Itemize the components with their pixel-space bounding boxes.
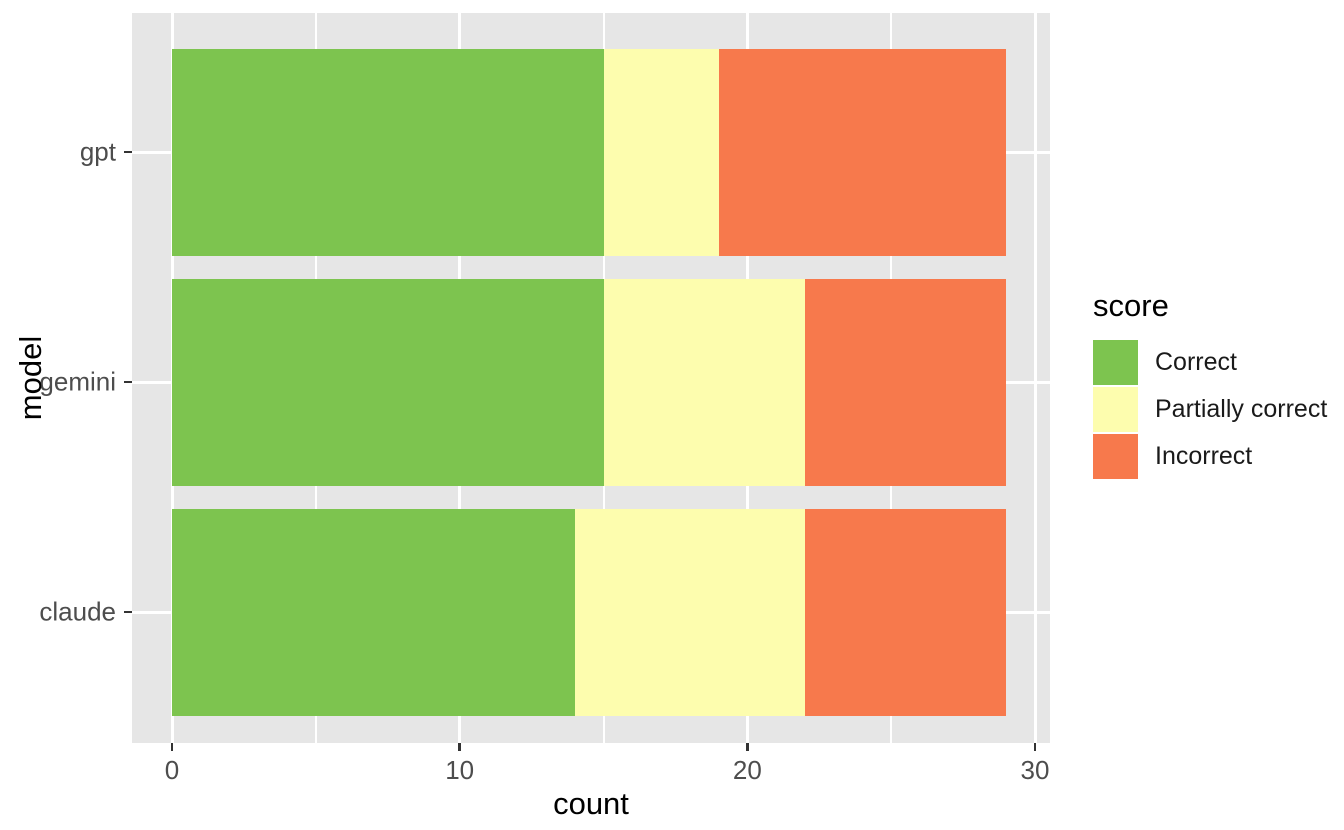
legend-label: Partially correct bbox=[1155, 395, 1328, 423]
x-tick-mark bbox=[1033, 743, 1037, 751]
x-tick-label: 20 bbox=[732, 755, 762, 785]
x-tick-label: 10 bbox=[445, 755, 475, 785]
legend-key-swatch bbox=[1093, 340, 1138, 385]
x-tick-mark bbox=[170, 743, 174, 751]
bar-segment-gemini-partially-correct bbox=[603, 278, 805, 486]
bar-segment-gemini-correct bbox=[172, 278, 604, 486]
legend-row-correct: Correct bbox=[1093, 340, 1327, 385]
bar-segment-gpt-partially-correct bbox=[603, 48, 719, 256]
y-tick-label: gpt bbox=[79, 136, 116, 167]
y-tick-label: gemini bbox=[39, 366, 116, 397]
y-tick-mark bbox=[124, 150, 132, 154]
plot-panel bbox=[132, 13, 1050, 743]
x-tick-label: 0 bbox=[164, 755, 180, 785]
legend-key-swatch bbox=[1093, 434, 1138, 479]
x-axis-title: count bbox=[553, 786, 629, 821]
legend-key-swatch bbox=[1093, 387, 1138, 432]
y-axis-title: model bbox=[13, 335, 48, 421]
legend: score Correct Partially correct Incorrect bbox=[1093, 288, 1327, 481]
bar-segment-gpt-correct bbox=[172, 48, 604, 256]
bar-segment-claude-correct bbox=[172, 508, 575, 716]
bar-segment-claude-partially-correct bbox=[574, 508, 805, 716]
x-tick-mark bbox=[746, 743, 749, 751]
major-gridline bbox=[1033, 13, 1037, 743]
bar-segment-gpt-incorrect bbox=[718, 48, 1007, 256]
bar-segment-claude-incorrect bbox=[804, 508, 1007, 716]
x-tick-mark bbox=[458, 743, 461, 751]
legend-row-incorrect: Incorrect bbox=[1093, 434, 1327, 479]
legend-label: Correct bbox=[1155, 348, 1237, 376]
legend-entries: Correct Partially correct Incorrect bbox=[1093, 340, 1327, 479]
y-tick-label: claude bbox=[39, 596, 116, 627]
bar-segment-gemini-incorrect bbox=[804, 278, 1007, 486]
y-tick-mark bbox=[124, 610, 132, 614]
x-tick-label: 30 bbox=[1020, 755, 1050, 785]
legend-label: Incorrect bbox=[1155, 442, 1253, 470]
legend-title: score bbox=[1093, 288, 1169, 323]
legend-row-partially-correct: Partially correct bbox=[1093, 387, 1327, 432]
y-tick-mark bbox=[124, 380, 132, 384]
